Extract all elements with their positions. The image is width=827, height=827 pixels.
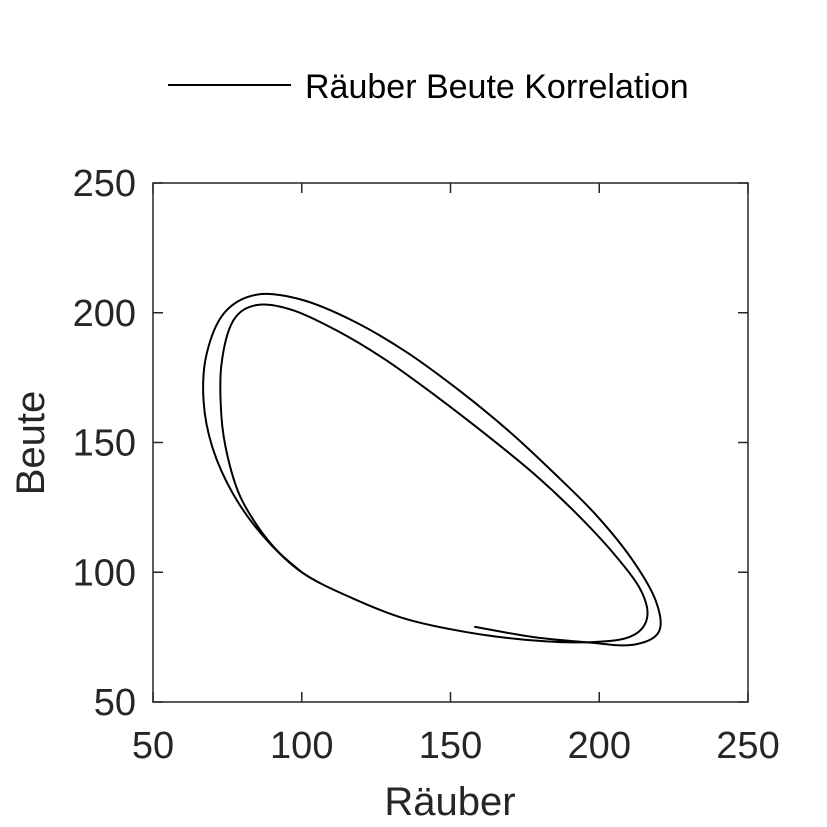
- legend-entry-label: Räuber Beute Korrelation: [305, 68, 689, 106]
- y-tick-label: 250: [73, 163, 136, 205]
- series-layer: [202, 292, 662, 647]
- y-axis-label: Beute: [9, 391, 53, 496]
- x-tick-label: 150: [419, 725, 482, 767]
- y-axis: 50 100 150 200 250: [73, 163, 748, 724]
- x-axis: 50 100 150 200 250: [132, 183, 780, 767]
- y-tick-label: 150: [73, 423, 136, 465]
- legend: Räuber Beute Korrelation: [168, 68, 689, 106]
- x-tick-label: 50: [132, 725, 174, 767]
- plot-area-frame: [152, 182, 749, 703]
- y-tick-label: 200: [73, 293, 136, 335]
- x-tick-label: 200: [568, 725, 631, 767]
- x-tick-label: 100: [270, 725, 333, 767]
- x-tick-label: 250: [716, 725, 779, 767]
- y-tick-label: 100: [73, 552, 136, 594]
- y-tick-label: 50: [94, 682, 136, 724]
- x-axis-label: Räuber: [384, 780, 515, 824]
- series-line-0: [202, 292, 662, 647]
